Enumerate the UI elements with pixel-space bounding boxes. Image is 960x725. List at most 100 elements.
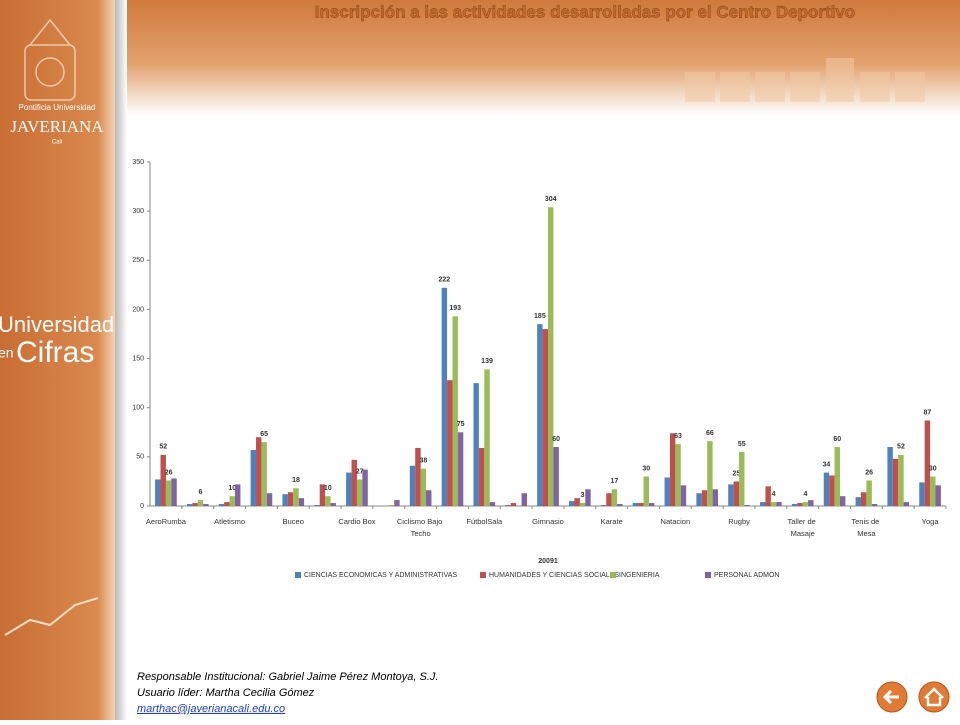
- footer-responsable: Responsable Institucional: Gabriel Jaime…: [137, 671, 438, 683]
- title: Inscripción a las actividades desarrolla…: [315, 2, 855, 21]
- data-label: 222: [439, 277, 451, 284]
- bar: [155, 479, 161, 506]
- bar: [548, 207, 554, 506]
- x-tick-label: Natacion: [661, 517, 691, 526]
- logo-line2: JAVERIANA: [10, 117, 104, 136]
- y-tick-label: 50: [136, 454, 144, 461]
- home-button[interactable]: [918, 681, 950, 713]
- x-tick-label: Cardio Box: [338, 517, 375, 526]
- data-label: 304: [545, 196, 557, 203]
- bar: [351, 459, 357, 506]
- bar: [643, 476, 649, 506]
- bar: [293, 488, 299, 506]
- bar: [712, 489, 719, 506]
- bar: [542, 329, 548, 506]
- back-button[interactable]: [876, 681, 908, 713]
- bar: [898, 454, 904, 506]
- x-tick-label: Taller de Masaje: [788, 517, 818, 538]
- side-shadow: [115, 0, 127, 720]
- bar: [866, 480, 872, 506]
- data-label: 30: [929, 465, 937, 472]
- bar: [680, 485, 687, 506]
- bar: [903, 502, 910, 506]
- side-line3: Cifras: [16, 336, 94, 369]
- data-label: 60: [833, 436, 841, 443]
- bar: [362, 469, 368, 506]
- data-label: 26: [865, 469, 873, 476]
- y-tick-label: 300: [132, 208, 144, 215]
- data-label: 4: [772, 491, 776, 498]
- bar: [776, 502, 782, 506]
- bar: [802, 502, 809, 506]
- bar: [325, 496, 331, 506]
- bar: [924, 420, 931, 506]
- x-tick-label: Buceo: [283, 517, 304, 526]
- bar: [760, 502, 766, 506]
- bar: [669, 433, 676, 506]
- data-label: 75: [457, 421, 465, 428]
- footer-email[interactable]: marthac@javerianacali.edu.co: [137, 703, 285, 715]
- y-tick-label: 200: [132, 306, 144, 313]
- bar: [250, 449, 257, 506]
- data-label: 52: [159, 444, 167, 451]
- bar: [282, 494, 288, 506]
- chart: 0 50 100 150 200 250 300 350 AeroRumba 52 26 6 Atlet…: [132, 159, 947, 579]
- data-label: 4: [803, 491, 807, 498]
- bar: [510, 503, 517, 506]
- legend-label: INGENIERIA: [619, 572, 660, 579]
- data-label: 30: [642, 465, 650, 472]
- bar: [553, 447, 559, 506]
- bar: [287, 492, 294, 506]
- bar: [505, 505, 511, 506]
- x-tick-label: Tenis de Mesa: [851, 517, 881, 538]
- side-line2: en: [0, 345, 14, 361]
- legend-label: CIENCIAS ECONOMICAS Y ADMINISTRATIVAS: [304, 572, 457, 579]
- data-label: 38: [419, 457, 427, 464]
- x-tick-label: Karate: [601, 517, 623, 526]
- sidebar: [0, 0, 115, 720]
- bar: [935, 485, 941, 506]
- bar: [447, 380, 453, 506]
- bar: [808, 500, 814, 506]
- bar: [617, 504, 623, 506]
- bar: [298, 498, 305, 506]
- bar: [330, 503, 336, 506]
- data-label: 17: [610, 478, 618, 485]
- legend-label: HUMANIDADES Y CIENCIAS SOCIALES: [489, 572, 619, 579]
- bar: [261, 442, 267, 506]
- bar: [739, 451, 745, 506]
- bar: [664, 477, 670, 506]
- bar: [314, 505, 320, 506]
- bar: [521, 493, 527, 506]
- bar: [319, 484, 326, 506]
- bar: [823, 472, 830, 506]
- data-label: 193: [449, 305, 461, 312]
- y-tick-label: 150: [132, 355, 144, 362]
- bar: [394, 500, 400, 506]
- bar: [229, 496, 236, 506]
- bar: [707, 441, 713, 506]
- bar: [356, 479, 363, 506]
- bar: [611, 489, 618, 506]
- bar: [256, 437, 262, 506]
- data-label: 60: [552, 436, 560, 443]
- data-label: 66: [706, 430, 714, 437]
- bar: [701, 490, 708, 506]
- bar: [834, 447, 840, 506]
- bar: [452, 316, 458, 506]
- x-tick-label: Atletismo: [214, 517, 245, 526]
- bar: [235, 484, 241, 506]
- data-label: 6: [199, 489, 203, 496]
- x-tick-label: Rugby: [728, 517, 750, 526]
- bar: [409, 465, 416, 506]
- bar: [346, 472, 352, 506]
- bar: [171, 478, 177, 506]
- data-label: 87: [923, 409, 931, 416]
- bar: [489, 502, 496, 506]
- bar: [426, 490, 432, 506]
- trend-arrow: [4, 597, 99, 636]
- data-label: 139: [481, 358, 493, 365]
- data-label: 27: [356, 468, 364, 475]
- data-label: 10: [228, 485, 236, 492]
